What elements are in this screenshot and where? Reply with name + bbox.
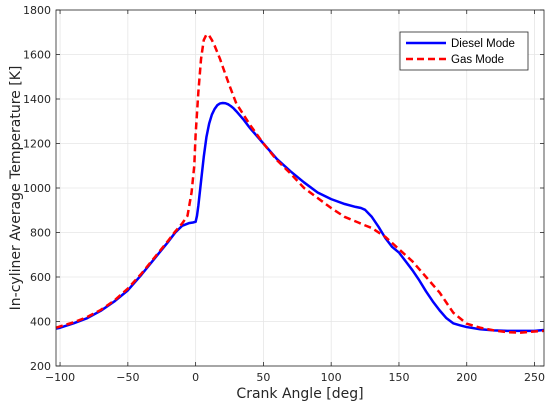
x-tick-label: 150 bbox=[388, 371, 409, 384]
y-tick-label: 1800 bbox=[23, 4, 51, 17]
data-series bbox=[55, 33, 545, 334]
y-tick-label: 1400 bbox=[23, 93, 51, 106]
legend-label-diesel-mode: Diesel Mode bbox=[451, 38, 515, 50]
y-tick-label: 1000 bbox=[23, 182, 51, 195]
y-tick-label: 400 bbox=[30, 316, 51, 329]
x-tick-label: 250 bbox=[524, 371, 545, 384]
y-tick-label: 1200 bbox=[23, 138, 51, 151]
x-tick-label: −100 bbox=[45, 371, 75, 384]
y-axis-label: In-cyliner Average Temperature [K] bbox=[8, 66, 24, 311]
x-tick-label: 0 bbox=[192, 371, 199, 384]
y-tick-label: 1600 bbox=[23, 49, 51, 62]
y-tick-label: 200 bbox=[30, 360, 51, 373]
x-tick-label: −50 bbox=[116, 371, 139, 384]
x-tick-label: 50 bbox=[256, 371, 270, 384]
y-tick-label: 600 bbox=[30, 271, 51, 284]
x-tick-label: 100 bbox=[321, 371, 342, 384]
legend-label-gas-mode: Gas Mode bbox=[451, 54, 504, 66]
x-tick-label: 200 bbox=[456, 371, 477, 384]
y-tick-label: 800 bbox=[30, 227, 51, 240]
axis-ticks: −100 −50 0 50 100 150 200 250 200 400 600 800 1000 12… bbox=[23, 4, 545, 384]
x-axis-label: Crank Angle [deg] bbox=[236, 386, 363, 402]
series-line-diesel-mode bbox=[55, 101, 545, 333]
legend: Diesel Mode Gas Mode bbox=[399, 31, 529, 71]
series-line-gas-mode bbox=[55, 33, 545, 334]
legend-box bbox=[399, 31, 529, 71]
